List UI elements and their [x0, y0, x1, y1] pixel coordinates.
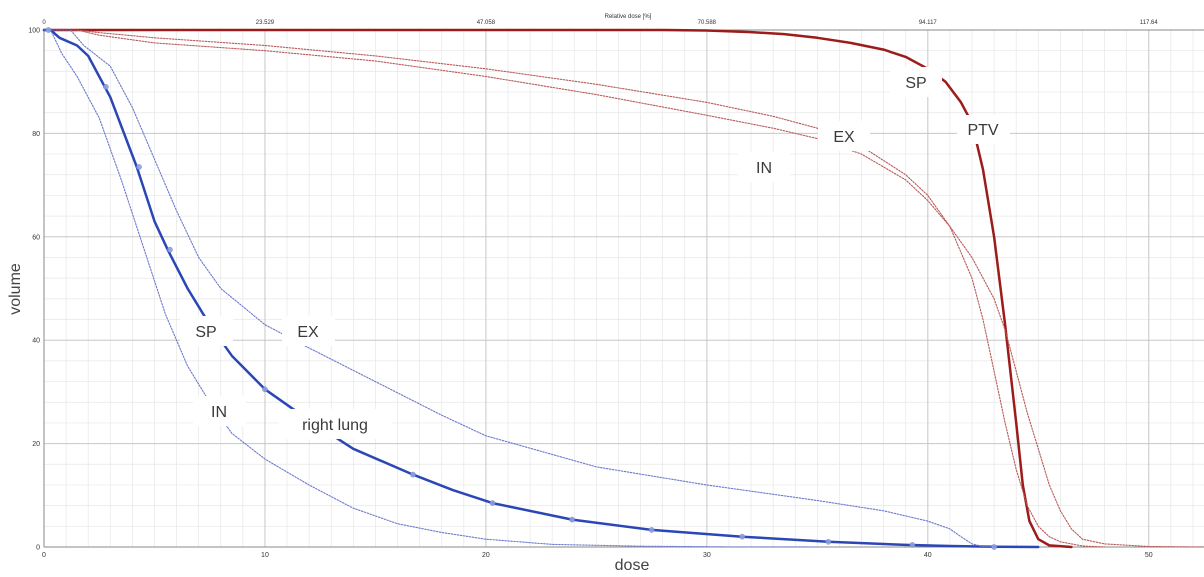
y-tick-label: 100 — [28, 28, 40, 35]
annotation-lung-label: right lung — [279, 409, 392, 439]
data-point-marker — [991, 544, 997, 550]
data-point-marker — [262, 386, 268, 393]
svg-text:EX: EX — [297, 324, 319, 341]
data-point-marker — [739, 533, 746, 540]
annotation-lung-sp: SP — [180, 316, 233, 346]
x-tick-label: 10 — [261, 552, 269, 559]
markers — [45, 27, 997, 550]
svg-text:SP: SP — [905, 75, 926, 92]
annotation-lung-ex: EX — [282, 316, 335, 346]
annotation-ptv-sp: SP — [890, 67, 942, 97]
top-axis-title: Relative dose [%] — [605, 14, 652, 20]
svg-text:right lung: right lung — [302, 417, 368, 434]
data-point-marker — [825, 538, 832, 545]
annotation-ptv-in: IN — [738, 152, 790, 182]
x-tick-label: 20 — [482, 552, 490, 559]
top-tick-label: 0 — [42, 20, 46, 26]
data-point-marker — [569, 516, 575, 523]
data-point-marker — [136, 164, 142, 170]
series-right-lung-dotted — [43, 29, 818, 548]
top-tick-label: 23.529 — [256, 20, 275, 26]
annotation-ptv-label: PTV — [957, 115, 1010, 144]
series-ptv-solid — [42, 28, 1073, 549]
x-tick-label: 50 — [1145, 552, 1153, 559]
x-tick-label: 0 — [42, 552, 46, 559]
data-point-marker — [45, 27, 52, 33]
data-point-marker — [410, 471, 416, 478]
top-tick-label: 94.117 — [919, 20, 938, 26]
data-point-marker — [648, 527, 655, 533]
svg-text:SP: SP — [195, 324, 216, 341]
plot-area — [44, 30, 1204, 547]
series-right-lung-dotted — [43, 29, 995, 548]
y-tick-label: 0 — [36, 545, 40, 552]
top-tick-label: 47.058 — [477, 20, 496, 26]
svg-text:PTV: PTV — [967, 122, 998, 139]
series-ptv-dotted — [43, 29, 1106, 548]
svg-text:IN: IN — [756, 160, 772, 177]
series — [42, 28, 1204, 549]
x-axis-title: dose — [615, 557, 650, 572]
series-right-lung-solid — [42, 28, 1040, 549]
x-tick-label: 30 — [703, 552, 711, 559]
data-point-marker — [103, 84, 109, 90]
y-tick-label: 80 — [32, 131, 40, 138]
top-tick-label: 70.588 — [698, 20, 717, 26]
annotation-lung-in: IN — [193, 396, 246, 426]
svg-text:IN: IN — [211, 404, 227, 421]
data-point-marker — [909, 542, 916, 548]
y-tick-label: 60 — [32, 234, 40, 241]
data-point-marker — [167, 246, 173, 253]
y-axis-title: volume — [7, 263, 24, 315]
x-tick-label: 40 — [924, 552, 932, 559]
data-point-marker — [489, 500, 496, 506]
y-tick-label: 20 — [32, 441, 40, 448]
y-tick-label: 40 — [32, 338, 40, 345]
svg-text:EX: EX — [833, 129, 855, 146]
top-tick-label: 117.64 — [1140, 20, 1159, 26]
series-ptv-dotted — [43, 29, 1204, 548]
annotation-ptv-ex: EX — [818, 121, 870, 151]
grid — [43, 29, 1204, 548]
